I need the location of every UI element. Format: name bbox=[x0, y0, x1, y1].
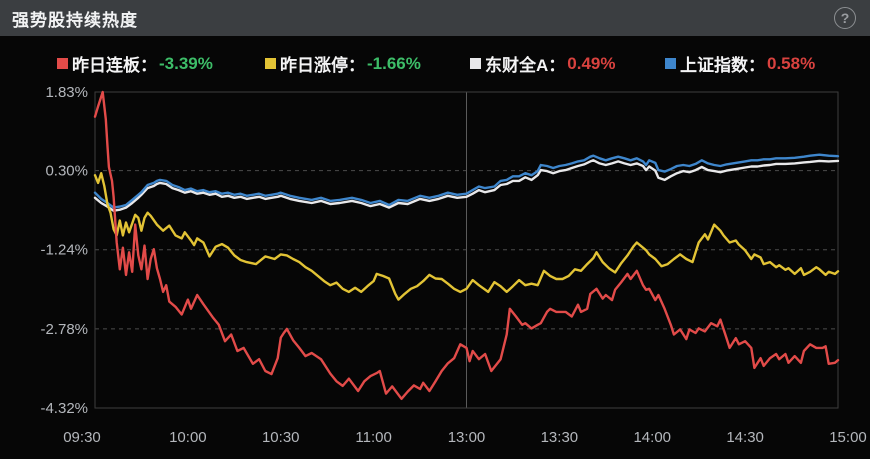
legend-label: 东财全A： bbox=[485, 56, 566, 75]
legend-item-昨日连板[interactable]: 昨日连板： -3.39% bbox=[57, 51, 213, 76]
panel-header: 强势股持续热度 ? bbox=[0, 0, 870, 36]
x-axis-label: 10:00 bbox=[169, 429, 207, 446]
series-line-昨日涨停 bbox=[93, 171, 840, 301]
x-axis-label: 14:00 bbox=[633, 429, 671, 446]
plot-border bbox=[94, 91, 839, 409]
series-line-昨日连板 bbox=[93, 90, 840, 400]
legend-swatch-icon bbox=[470, 58, 481, 69]
x-axis-label: 11:00 bbox=[355, 429, 391, 446]
legend-value: 0.49% bbox=[567, 53, 616, 73]
y-axis-label: -1.24% bbox=[40, 242, 88, 259]
legend-label: 昨日涨停： bbox=[280, 56, 365, 75]
x-axis-label: 13:00 bbox=[448, 429, 486, 446]
x-axis-label: 10:30 bbox=[262, 429, 300, 446]
series-line-东财全A bbox=[93, 159, 840, 212]
page-title: 强势股持续热度 bbox=[12, 10, 138, 30]
legend-swatch-icon bbox=[665, 58, 676, 69]
legend-swatch-icon bbox=[265, 58, 276, 69]
legend-label: 昨日连板： bbox=[72, 56, 157, 75]
help-icon[interactable]: ? bbox=[834, 7, 856, 29]
x-axis-label: 09:30 bbox=[63, 429, 101, 446]
series-line-上证指数 bbox=[93, 153, 840, 209]
legend-item-东财全A[interactable]: 东财全A： 0.49% bbox=[470, 51, 615, 76]
y-axis-label: 0.30% bbox=[45, 163, 88, 180]
legend-item-昨日涨停[interactable]: 昨日涨停： -1.66% bbox=[265, 51, 421, 76]
x-axis-label: 13:30 bbox=[541, 429, 579, 446]
x-axis-label: 14:30 bbox=[726, 429, 764, 446]
legend-swatch-icon bbox=[57, 58, 68, 69]
legend-item-上证指数[interactable]: 上证指数： 0.58% bbox=[665, 51, 815, 76]
chart-legend: 昨日连板： -3.39% 昨日涨停： -1.66% 东财全A： 0.49% 上证指数： 0.5… bbox=[0, 51, 870, 75]
legend-value: -1.66% bbox=[367, 53, 421, 73]
legend-value: -3.39% bbox=[159, 53, 213, 73]
y-axis-label: -2.78% bbox=[40, 321, 88, 338]
y-axis-label: -4.32% bbox=[40, 400, 88, 417]
x-axis-label: 15:00 bbox=[829, 429, 867, 446]
legend-value: 0.58% bbox=[767, 53, 816, 73]
legend-label: 上证指数： bbox=[680, 56, 765, 75]
y-axis-label: 1.83% bbox=[45, 84, 88, 101]
